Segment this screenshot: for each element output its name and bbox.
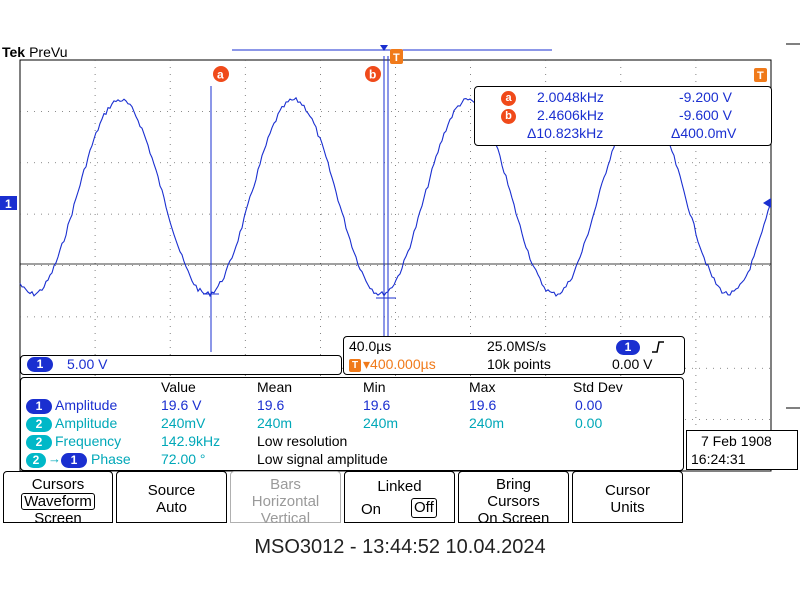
ch1-marker-text: 1	[5, 197, 12, 211]
source-value: Auto	[156, 499, 187, 516]
readout-delta-volt: Δ400.0mV	[671, 125, 737, 141]
brand-name: Tek	[2, 44, 26, 60]
ch1-ground-marker-icon	[0, 196, 17, 210]
phase-arrow-icon: →	[48, 451, 61, 466]
ch1-scale-value: 5.00 V	[67, 356, 108, 372]
meas-header-max: Max	[469, 379, 496, 395]
readout-a-freq: 2.0048kHz	[537, 89, 604, 105]
bring-line2: Cursors	[487, 493, 540, 510]
meas-row4-name: Phase	[91, 451, 131, 467]
linked-title: Linked	[377, 478, 422, 495]
source-title: Source	[147, 482, 196, 499]
meas-header-min: Min	[363, 379, 386, 395]
meas-row1-std: 0.00	[575, 397, 603, 413]
datetime-panel: 7 Feb 1908 16:24:31	[686, 430, 798, 470]
cursor-readout-panel: a 2.0048kHz -9.200 V b 2.4606kHz -9.600 …	[474, 86, 772, 146]
readout-delta-freq: Δ10.823kHz	[527, 125, 604, 141]
meas-row4-ch-badge: 2	[26, 453, 46, 468]
trigger-level: 0.00 V	[612, 356, 653, 372]
readout-b-icon: b	[501, 109, 516, 124]
readout-b-freq: 2.4606kHz	[537, 107, 604, 123]
readout-b-volt: -9.600 V	[679, 107, 732, 123]
meas-header-mean: Mean	[257, 379, 293, 395]
meas-row3-ch-badge: 2	[26, 435, 52, 450]
time-label: 16:24:31	[691, 451, 746, 467]
bars-horizontal-option: Horizontal	[251, 493, 320, 510]
meas-row3-name: Frequency	[55, 433, 122, 449]
trigger-channel-badge: 1	[616, 340, 640, 355]
cursor-b-marker-icon	[365, 66, 381, 82]
meas-row2-value: 240mV	[161, 415, 206, 431]
meas-row2-mean: 240m	[257, 415, 293, 431]
bars-menu-button: Bars Horizontal Vertical	[230, 471, 341, 527]
device-caption: MSO3012 - 13:44:52 10.04.2024	[254, 536, 546, 558]
meas-row2-std: 0.00	[575, 415, 603, 431]
meas-row3-note: Low resolution	[257, 433, 348, 449]
cursor-a-marker-icon	[213, 66, 229, 82]
trigger-level-text: T	[757, 70, 764, 82]
meas-row4-note: Low signal amplitude	[257, 451, 388, 467]
linked-on-option[interactable]: On	[361, 501, 382, 518]
meas-row1-min: 19.6	[363, 397, 391, 413]
graticule-grid	[20, 60, 771, 471]
source-menu-button[interactable]: Source Auto	[116, 471, 227, 523]
brand-label: Tek PreVu	[2, 44, 67, 60]
trigger-position-marker-icon	[390, 49, 403, 64]
meas-row2-max: 240m	[469, 415, 505, 431]
channel-scale-panel[interactable]: 1 5.00 V	[20, 355, 342, 375]
meas-row1-name: Amplitude	[55, 397, 118, 413]
meas-row2-ch-badge: 2	[26, 417, 52, 432]
bars-title: Bars	[270, 476, 301, 493]
units-line2: Units	[610, 499, 645, 516]
ch1-badge: 1	[27, 357, 53, 372]
bring-line1: Bring	[495, 476, 532, 493]
sample-rate: 25.0MS/s	[487, 338, 547, 354]
units-line1: Cursor	[604, 482, 650, 499]
cursors-waveform-option[interactable]: Waveform	[21, 493, 95, 510]
mode-label: PreVu	[29, 44, 68, 60]
time-per-div: 40.0µs	[349, 338, 392, 354]
date-label: 7 Feb 1908	[701, 433, 772, 449]
meas-row3-value: 142.9kHz	[161, 433, 221, 449]
meas-row1-mean: 19.6	[257, 397, 285, 413]
meas-header-value: Value	[161, 379, 196, 395]
cursors-title: Cursors	[31, 476, 85, 493]
meas-row2-min: 240m	[363, 415, 399, 431]
record-length: 10k points	[487, 356, 551, 372]
trigger-delay-icon: T	[349, 359, 361, 372]
cursors-menu-button[interactable]: Cursors Waveform Screen	[3, 471, 113, 527]
readout-a-volt: -9.200 V	[679, 89, 732, 105]
meas-header-stddev: Std Dev	[573, 379, 623, 395]
bring-cursors-button[interactable]: Bring Cursors On Screen	[458, 471, 569, 527]
cursor-b-marker-text: b	[369, 68, 376, 82]
meas-row1-max: 19.6	[469, 397, 497, 413]
readout-a-icon: a	[501, 91, 516, 106]
measurement-panel: Value Mean Min Max Std Dev 1 Amplitude 1…	[20, 377, 684, 471]
bars-vertical-option: Vertical	[260, 510, 311, 527]
position-marker-icon	[380, 45, 388, 51]
meas-row2-name: Amplitude	[55, 415, 118, 431]
meas-row4-ref-badge: 1	[61, 453, 87, 468]
trigger-marker-text: T	[393, 52, 400, 64]
cursors-screen-option[interactable]: Screen	[34, 510, 82, 527]
meas-row1-ch-badge: 1	[26, 399, 52, 414]
cursor-units-button[interactable]: Cursor Units	[572, 471, 683, 523]
meas-row4-value: 72.00 °	[161, 451, 206, 467]
linked-off-option[interactable]: Off	[411, 498, 437, 518]
linked-menu-button[interactable]: Linked On Off	[344, 471, 455, 523]
timebase-panel: 40.0µs 25.0MS/s 1 T ▾400.000µs 10k point…	[343, 336, 685, 375]
meas-row1-value: 19.6 V	[161, 397, 202, 413]
ch1-right-arrow-icon	[763, 198, 771, 208]
bring-line3: On Screen	[477, 510, 550, 527]
trigger-delay: ▾400.000µs	[363, 356, 436, 372]
rising-edge-icon	[652, 341, 664, 353]
trigger-level-marker-icon	[754, 68, 767, 82]
cursor-a-marker-text: a	[217, 68, 224, 82]
